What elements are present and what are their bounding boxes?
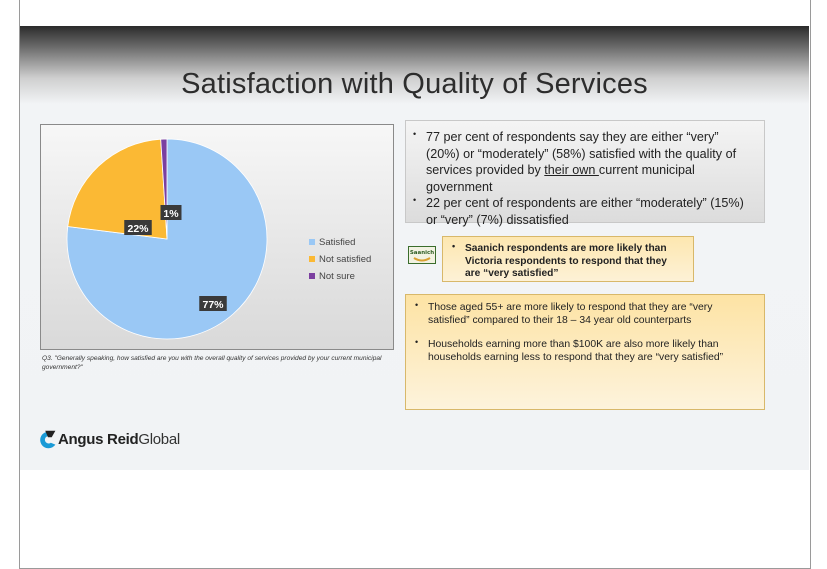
angus-reid-brand: Angus ReidGlobal: [58, 431, 180, 448]
finding-satisfied: 77 per cent of respondents say they are …: [413, 126, 754, 195]
question-caption: Q3. "Generally speaking, how satisfied a…: [42, 355, 382, 371]
data-label-not-satisfied: 22%: [124, 220, 152, 235]
saanich-logo: Saanich: [408, 246, 436, 264]
data-label-not-sure: 1%: [160, 205, 182, 220]
finding-dissatisfied: 22 per cent of respondents are either “m…: [413, 192, 754, 228]
pie-slice-not-satisfied: [67, 138, 168, 240]
legend-label-not-satisfied: Not satisfied: [319, 254, 371, 265]
finding-income: Households earning more than $100K are a…: [415, 336, 754, 364]
legend-label-satisfied: Satisfied: [319, 237, 355, 248]
svg-text:77%: 77%: [202, 299, 224, 311]
svg-text:22%: 22%: [127, 223, 149, 235]
findings-box: 77 per cent of respondents say they are …: [405, 120, 765, 227]
svg-text:1%: 1%: [163, 208, 179, 220]
data-label-satisfied: 77%: [199, 296, 227, 311]
legend-label-not-sure: Not sure: [319, 271, 355, 282]
demographics-box: Those aged 55+ are more likely to respon…: [405, 294, 765, 410]
angus-reid-logo-icon: [40, 430, 56, 449]
slide-title: Satisfaction with Quality of Services: [181, 68, 648, 100]
saanich-finding: Saanich respondents are more likely than…: [452, 240, 685, 281]
saanich-callout: Saanich respondents are more likely than…: [442, 236, 694, 282]
svg-text:Saanich: Saanich: [410, 250, 434, 256]
legend-swatch-satisfied: [309, 239, 315, 245]
legend-swatch-not-satisfied: [309, 256, 315, 262]
pie-chart: 77% 22% 1% Satisfied Not satisfied Not sure: [40, 124, 394, 350]
pie-chart-svg: 77% 22% 1% Satisfied Not satisfied Not sure: [66, 138, 371, 340]
finding-age: Those aged 55+ are more likely to respon…: [415, 299, 754, 327]
legend-swatch-not-sure: [309, 273, 315, 279]
